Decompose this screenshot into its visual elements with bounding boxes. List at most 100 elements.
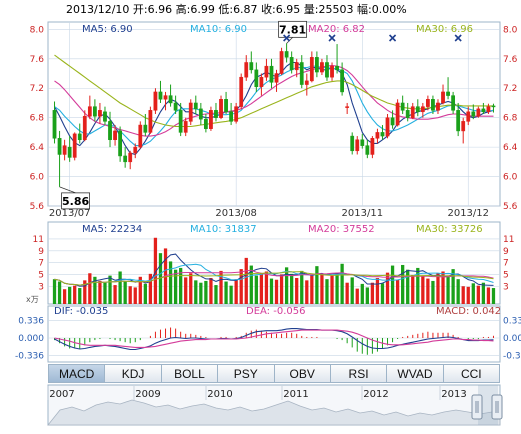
header-open: 6.96: [148, 3, 173, 16]
volume-bar: [108, 275, 112, 304]
tab-kdj[interactable]: KDJ: [105, 364, 162, 383]
volume-tick-label: 3: [503, 282, 509, 292]
price-x-tick-label: 2013/08: [215, 208, 257, 219]
candle-body: [244, 62, 249, 78]
macd-legend-dif: DIF: -0.035: [54, 306, 108, 317]
vol-legend-ma30: MA30: 33726: [416, 224, 483, 235]
candle-body: [269, 65, 274, 83]
candle-body: [471, 111, 476, 117]
event-mark-icon: [454, 34, 462, 42]
volume-bar: [431, 280, 435, 304]
volume-bar: [421, 275, 425, 304]
candle-body: [92, 106, 97, 117]
candle-body: [299, 62, 304, 85]
tab-macd[interactable]: MACD: [48, 364, 106, 383]
event-mark-icon: [389, 34, 397, 42]
candle-body: [370, 138, 375, 155]
header-close-label: 收:: [261, 2, 276, 16]
volume-bar: [133, 287, 137, 304]
vol-legend-ma5: MA5: 22234: [82, 224, 142, 235]
volume-bar: [345, 282, 349, 304]
volume-bar: [118, 271, 122, 304]
volume-bar: [375, 277, 380, 304]
tab-rsi[interactable]: RSI: [330, 364, 388, 383]
legend-ma5: MA5: 6.90: [82, 24, 133, 35]
volume-bar: [279, 274, 284, 304]
candle-body: [254, 69, 259, 88]
price-y-axis-left: 5.6 6.0 6.4 6.8 7.2 7.6 8.0: [30, 25, 45, 212]
volume-y-axis-right: 3 57 9 11: [503, 235, 514, 292]
volume-bar: [184, 277, 188, 304]
candle-body: [153, 91, 158, 111]
volume-bar: [446, 276, 450, 304]
volume-bar: [209, 277, 213, 304]
candle-body: [219, 99, 223, 118]
candle-body: [82, 115, 87, 141]
volume-bar: [385, 272, 390, 304]
marker-box: [61, 192, 90, 210]
volume-bar: [148, 273, 153, 304]
tab-psy[interactable]: PSY: [218, 364, 275, 383]
vol-legend-ma20: MA20: 37552: [308, 224, 375, 235]
candle-body: [365, 145, 370, 155]
volume-tick-label: 9: [503, 247, 509, 257]
volume-bar: [325, 279, 329, 304]
candle-body: [441, 91, 445, 104]
header-low-label: 低:: [218, 3, 233, 16]
navigator-year-label: 2012: [363, 389, 388, 400]
price-x-tick-label: 2013/11: [342, 208, 384, 219]
volume-bar: [355, 288, 359, 304]
candle-body: [214, 110, 218, 118]
volume-bar: [451, 269, 455, 304]
volume-bar: [441, 271, 445, 304]
candle-body: [203, 118, 208, 129]
candle-body: [345, 106, 350, 108]
candle-body: [456, 110, 461, 132]
volume-bar: [300, 270, 304, 304]
volume-panel: [47, 221, 501, 305]
volume-bar: [103, 282, 107, 304]
tab-cci[interactable]: CCI: [443, 364, 500, 383]
navigator-year-label: 2013: [441, 389, 466, 400]
candle-body: [103, 111, 107, 122]
tab-boll[interactable]: BOLL: [161, 364, 219, 383]
candle-body: [325, 62, 329, 78]
volume-bar: [229, 285, 233, 304]
volume-ma-line: [54, 271, 494, 286]
price-tick-label: 7.2: [503, 84, 517, 94]
volume-bar: [254, 275, 258, 304]
volume-bar: [214, 285, 218, 304]
price-x-axis: 2013/07 2013/08 2013/11 2013/12: [49, 208, 489, 219]
volume-bar: [401, 264, 405, 304]
volume-bar: [380, 283, 385, 304]
volume-bar: [199, 282, 203, 304]
navigator-left-handle[interactable]: [471, 394, 483, 420]
candle-body: [234, 106, 239, 122]
navigator-year-label: 2010: [207, 389, 232, 400]
tab-obv[interactable]: OBV: [274, 364, 331, 383]
candle-body: [491, 105, 496, 108]
candle-body: [239, 76, 244, 107]
volume-bar: [249, 265, 253, 304]
price-tick-label: 5.6: [30, 202, 45, 212]
candle-body: [183, 121, 188, 133]
candle-body: [461, 121, 466, 132]
candle-body: [98, 110, 102, 117]
candle-body: [335, 65, 339, 71]
tab-wvad[interactable]: WVAD: [387, 364, 444, 383]
volume-bar: [173, 269, 178, 304]
candle-body: [229, 111, 234, 122]
header-high-label: 高:: [176, 2, 191, 16]
volume-bar: [224, 281, 228, 304]
navigator-years: 2007 2009 2010 2011 2012 2013: [47, 386, 467, 400]
candle-body: [264, 65, 269, 78]
price-tick-label: 5.6: [503, 202, 518, 212]
volume-bar: [320, 274, 324, 304]
candle-body: [320, 62, 324, 73]
navigator-right-handle[interactable]: [491, 394, 503, 420]
candle-body: [304, 80, 309, 85]
volume-bar: [128, 286, 132, 304]
volume-bar: [370, 282, 375, 304]
candle-body: [330, 65, 334, 78]
header-low: 6.87: [233, 3, 258, 16]
